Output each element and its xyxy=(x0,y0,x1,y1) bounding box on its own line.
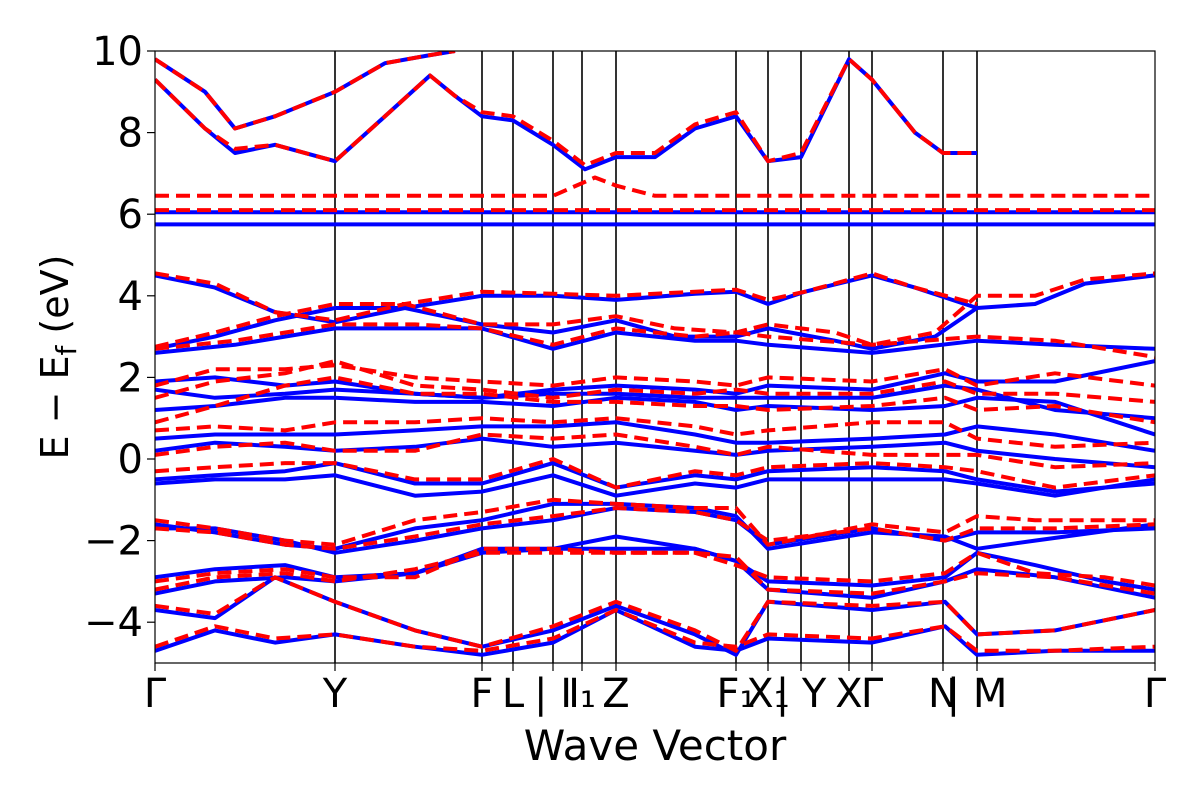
dashed-band-line xyxy=(155,51,456,131)
y-axis-label: E − Ef (eV) xyxy=(33,255,83,460)
dashed-band-line xyxy=(155,359,1155,404)
dashed-band-line xyxy=(155,416,1155,449)
solid-band-line xyxy=(155,326,1155,355)
y-tick-label: 4 xyxy=(118,274,143,320)
dashed-band-line xyxy=(155,550,1155,596)
x-tick-label: I₁ xyxy=(568,671,596,717)
y-tick-label: 10 xyxy=(92,29,143,75)
y-tick-label: 2 xyxy=(118,355,143,401)
y-axis-label-main: E − E xyxy=(33,355,77,459)
x-tick-label: F₁ xyxy=(716,671,755,717)
x-tick-label: | Y xyxy=(776,671,827,717)
x-tick-label: Γ xyxy=(861,671,884,717)
y-tick-label: 8 xyxy=(118,111,143,157)
dashed-band-line xyxy=(155,271,978,323)
dashed-band-line xyxy=(155,497,1155,547)
x-tick-label: Γ xyxy=(144,671,167,717)
y-tick-label: −2 xyxy=(84,519,143,565)
y-axis-ticks: −4 −2 0 2 4 6 8 10 xyxy=(84,29,155,646)
y-tick-label: 6 xyxy=(118,192,143,238)
solid-band-line xyxy=(155,473,1155,498)
x-tick-label: N xyxy=(928,671,958,717)
dashed-band-line xyxy=(155,575,1155,653)
solid-band-line xyxy=(155,461,1155,494)
y-axis-label-sub: f xyxy=(50,344,83,355)
dashed-band-line xyxy=(155,271,1155,349)
dashed-band-line xyxy=(155,457,1155,490)
x-tick-label: Y xyxy=(322,671,348,717)
solid-band-line xyxy=(155,383,1155,421)
dashed-band-line xyxy=(155,57,977,168)
x-tick-label: X₁ xyxy=(746,671,789,717)
dashed-band-line xyxy=(155,506,1155,551)
x-tick-label: Z xyxy=(602,671,629,717)
dashed-band-line xyxy=(155,546,1155,588)
x-tick-label: Γ xyxy=(1144,671,1167,717)
dashed-band-line xyxy=(155,608,1155,653)
x-tick-label: | I xyxy=(534,671,572,717)
dashed-band-line xyxy=(155,432,1155,470)
plot-frame xyxy=(154,50,1156,664)
solid-band-line xyxy=(155,436,1155,470)
y-tick-label: 0 xyxy=(118,437,143,483)
dashed-band-line xyxy=(155,175,1155,198)
solid-band-line xyxy=(155,359,1155,400)
solid-band-line xyxy=(155,395,1155,437)
x-axis-label: Wave Vector xyxy=(524,721,787,770)
x-tick-label: | M xyxy=(947,671,1008,717)
dashed-band-line xyxy=(155,375,1155,425)
x-tick-label: X xyxy=(835,671,862,717)
dashed-band-line xyxy=(155,322,1155,359)
y-tick-label: −4 xyxy=(84,600,143,646)
x-tick-label: F xyxy=(470,671,493,717)
bands-group xyxy=(155,51,1155,657)
x-tick-label: L xyxy=(502,671,525,717)
y-axis-label-unit: (eV) xyxy=(33,255,77,334)
solid-band-line xyxy=(155,575,1155,657)
